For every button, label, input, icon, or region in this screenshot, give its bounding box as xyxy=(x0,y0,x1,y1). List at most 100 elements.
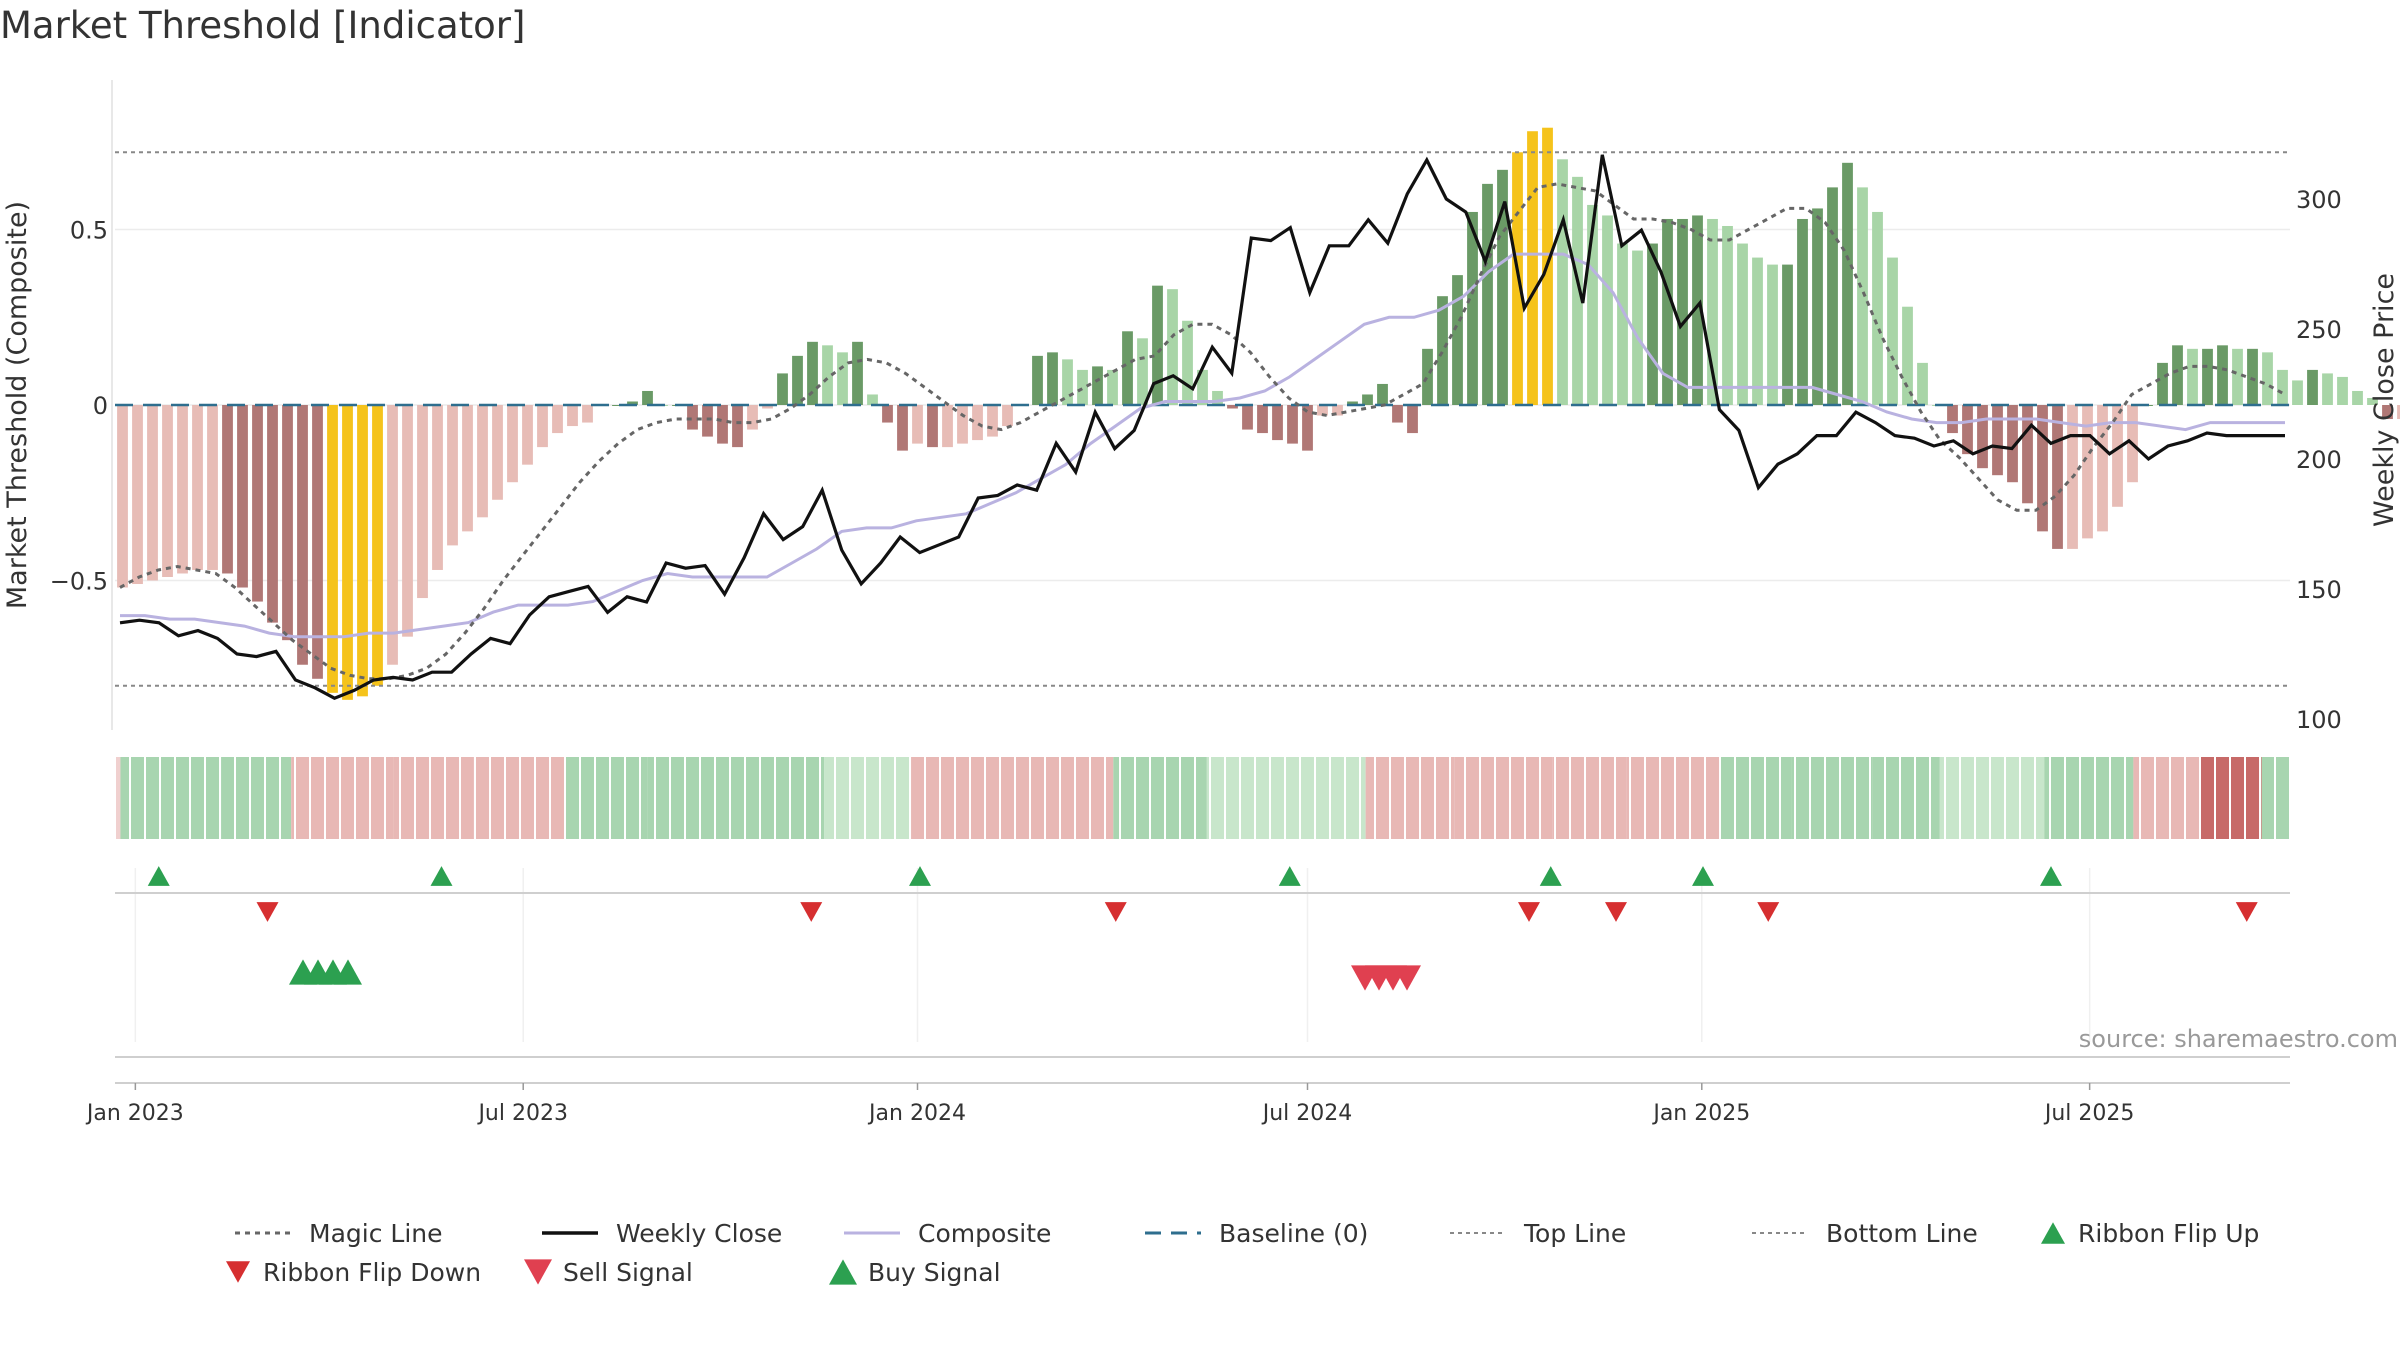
composite-bar xyxy=(2367,397,2378,405)
composite-bar xyxy=(1617,243,1628,405)
composite-bar xyxy=(2292,380,2303,405)
composite-bar xyxy=(822,345,833,405)
legend-swatch xyxy=(524,1259,552,1285)
composite-bar xyxy=(1212,390,1223,405)
composite-bar xyxy=(627,401,638,405)
composite-bar xyxy=(717,405,728,444)
x-tick-label: Jul 2023 xyxy=(476,1101,568,1126)
composite-bar xyxy=(402,405,413,637)
composite-bar xyxy=(807,341,818,405)
composite-bar xyxy=(1647,243,1658,405)
composite-bar xyxy=(942,405,953,448)
ribbon-segment xyxy=(911,757,1016,839)
y-axis-label-right: Weekly Close Price xyxy=(2369,273,2400,527)
composite-bar xyxy=(147,405,158,581)
composite-bar xyxy=(1497,169,1508,405)
composite-bar xyxy=(612,405,623,406)
composite-bar xyxy=(1947,405,1958,434)
legend: Magic Line Weekly Close Composite Baseline … xyxy=(235,1219,2259,1287)
composite-bar xyxy=(327,405,338,693)
composite-bar xyxy=(342,405,353,700)
composite-bar xyxy=(1302,405,1313,451)
composite-bar xyxy=(1032,355,1043,405)
composite-bar xyxy=(1362,394,1373,405)
ribbon-segment xyxy=(824,757,912,839)
ribbon-segment xyxy=(2044,757,2134,839)
magic-line xyxy=(119,182,2286,681)
composite-bar xyxy=(372,405,383,686)
composite-bar xyxy=(2007,405,2018,483)
composite-bar xyxy=(507,405,518,483)
composite-bar xyxy=(2052,405,2063,549)
composite-bar xyxy=(762,405,773,409)
ribbon-segment xyxy=(565,757,648,839)
composite-bar xyxy=(2112,405,2123,507)
left-tick-label: −0.5 xyxy=(50,568,108,596)
legend-label: Composite xyxy=(918,1219,1051,1248)
composite-bar xyxy=(1587,204,1598,405)
legend-label: Weekly Close xyxy=(616,1219,782,1248)
composite-bar xyxy=(852,341,863,405)
ribbon-segment xyxy=(2200,757,2262,839)
composite-bar xyxy=(1092,366,1103,405)
composite-bar xyxy=(2202,348,2213,405)
ribbon-flip-up-marker xyxy=(1278,866,1301,886)
composite-bar xyxy=(1977,405,1988,469)
composite-bar xyxy=(1722,225,1733,405)
composite-bar xyxy=(1902,306,1913,405)
composite-bar xyxy=(297,405,308,665)
composite-bar xyxy=(882,405,893,423)
composite-bar xyxy=(462,405,473,532)
composite-bar xyxy=(1887,257,1898,405)
ribbon-flip-up-marker xyxy=(1539,866,1562,886)
right-tick-label: 250 xyxy=(2296,316,2342,344)
x-tick-label: Jan 2024 xyxy=(867,1101,966,1126)
legend-swatch xyxy=(226,1261,250,1283)
composite-bar xyxy=(2337,376,2348,405)
composite-line xyxy=(120,252,2285,639)
composite-bar xyxy=(1842,162,1853,405)
composite-bar xyxy=(312,405,323,679)
ribbon-flip-down-marker xyxy=(256,902,279,922)
composite-bar xyxy=(2277,369,2288,405)
legend-label: Ribbon Flip Up xyxy=(2078,1219,2259,1248)
ribbon-segment xyxy=(1872,757,1940,839)
composite-bar xyxy=(2397,405,2400,420)
composite-bar xyxy=(2187,348,2198,405)
composite-bar xyxy=(1482,183,1493,405)
composite-bar xyxy=(582,405,593,423)
composite-bar xyxy=(1152,285,1163,405)
composite-bar xyxy=(2082,405,2093,539)
composite-bar xyxy=(1317,405,1328,416)
composite-bar xyxy=(957,405,968,444)
composite-bar xyxy=(237,405,248,588)
composite-bar xyxy=(252,405,263,602)
composite-bar xyxy=(387,405,398,665)
composite-bar xyxy=(1332,405,1343,416)
composite-bar xyxy=(177,405,188,574)
composite-bar xyxy=(1257,405,1268,434)
composite-bars xyxy=(117,127,2400,700)
ribbon-segment xyxy=(393,757,474,839)
composite-bar xyxy=(1827,187,1838,405)
ribbon-segment xyxy=(120,757,222,839)
composite-bar xyxy=(1812,208,1823,405)
right-tick-label: 100 xyxy=(2296,706,2342,734)
composite-bar xyxy=(2172,345,2183,405)
composite-bar xyxy=(222,405,233,574)
ribbon-segment xyxy=(1015,757,1114,839)
composite-bar xyxy=(417,405,428,599)
weekly-close-line xyxy=(119,154,2285,700)
composite-bar xyxy=(912,405,923,444)
composite-bar xyxy=(1407,405,1418,434)
composite-bar xyxy=(1242,405,1253,430)
composite-bar xyxy=(2307,369,2318,405)
composite-bar xyxy=(1692,215,1703,405)
composite-bar xyxy=(972,405,983,441)
composite-bar xyxy=(447,405,458,546)
composite-bar xyxy=(1557,159,1568,405)
composite-bar xyxy=(897,405,908,451)
composite-bar xyxy=(2217,345,2228,405)
composite-bar xyxy=(1122,331,1133,405)
